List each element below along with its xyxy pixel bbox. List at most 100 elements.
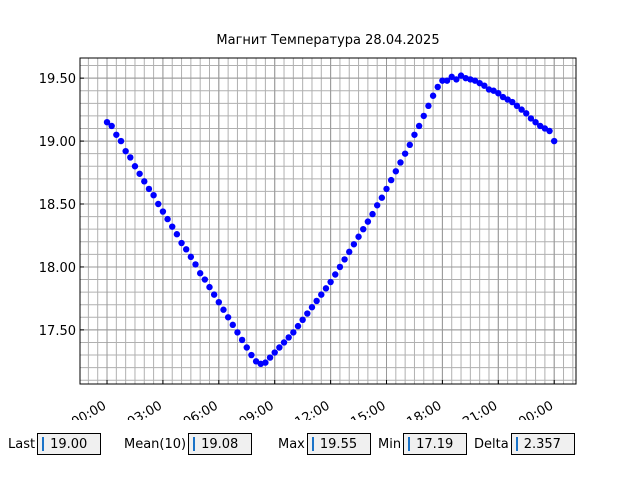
point — [378, 194, 386, 201]
point — [373, 202, 381, 209]
chart: Магнит Температура 28.04.2025 17.50 18.00… — [39, 33, 577, 420]
point — [206, 283, 213, 291]
field-label: Min — [378, 436, 402, 452]
point — [401, 150, 409, 157]
y-tick-label: 18.50 — [39, 198, 76, 213]
field-input[interactable]: 17.19 — [403, 433, 468, 455]
x-tick-label: 18:00 — [404, 398, 444, 420]
point — [131, 163, 139, 170]
field-label: Delta — [474, 436, 509, 452]
point — [141, 178, 148, 185]
field-value: 19.08 — [201, 436, 239, 452]
point — [224, 314, 232, 321]
point — [518, 106, 525, 113]
point — [392, 168, 400, 175]
point — [383, 185, 390, 193]
point — [322, 285, 330, 292]
cursor — [515, 437, 518, 451]
point — [495, 90, 502, 97]
point — [387, 176, 395, 184]
point — [364, 218, 372, 225]
field: Delta 2.357 — [474, 432, 575, 456]
point — [187, 253, 195, 261]
cursor — [193, 437, 196, 451]
point — [192, 261, 199, 268]
field: Mean(10) 19.08 — [124, 432, 253, 456]
point — [411, 131, 418, 138]
point — [294, 322, 302, 330]
point — [304, 310, 311, 317]
x-tick-label: 06:00 — [181, 398, 221, 420]
cursor — [311, 437, 314, 451]
point — [415, 122, 423, 130]
field: Min 17.19 — [378, 432, 468, 456]
field-value: 17.19 — [416, 436, 454, 452]
point — [248, 351, 255, 359]
point — [313, 297, 320, 305]
x-tick-label: 15:00 — [349, 398, 389, 420]
point — [397, 159, 404, 166]
point — [369, 210, 376, 218]
point — [355, 233, 362, 240]
point — [276, 344, 283, 351]
point — [290, 329, 297, 336]
point — [429, 92, 437, 99]
field-label: Mean(10) — [124, 436, 187, 452]
point — [527, 115, 535, 122]
point — [243, 344, 250, 351]
point — [285, 334, 292, 341]
point — [210, 291, 218, 298]
point — [532, 118, 539, 126]
point — [420, 112, 427, 120]
point — [453, 76, 460, 83]
plot-frame — [79, 57, 577, 385]
point — [406, 141, 413, 149]
point — [360, 225, 367, 233]
point — [546, 127, 553, 135]
point — [523, 110, 530, 117]
point — [117, 137, 125, 145]
x-tick-label: 00:00 — [69, 398, 109, 420]
y-tick-label: 19.50 — [39, 72, 76, 87]
point — [443, 77, 451, 84]
point — [173, 231, 181, 238]
cursor — [408, 437, 411, 451]
point — [103, 118, 111, 126]
point — [164, 215, 171, 223]
point — [550, 137, 558, 145]
field-input[interactable]: 2.357 — [510, 433, 575, 455]
point — [150, 191, 157, 199]
point — [229, 321, 236, 329]
field-input[interactable]: 19.00 — [37, 433, 102, 455]
point — [262, 359, 269, 366]
field: Max 19.55 — [278, 432, 371, 456]
x-tick-label: 00:00 — [516, 398, 556, 420]
x-tick-label: 03:00 — [125, 398, 165, 420]
chart-title: Магнит Температура 28.04.2025 — [216, 33, 439, 48]
point — [234, 329, 241, 336]
point — [513, 102, 521, 110]
field-input[interactable]: 19.08 — [188, 433, 253, 455]
point — [434, 83, 441, 91]
point — [136, 170, 143, 177]
point — [145, 185, 153, 193]
point — [169, 223, 176, 230]
field-value: 19.00 — [50, 436, 88, 452]
point — [155, 200, 162, 208]
cursor — [42, 437, 45, 451]
x-tick-label: 09:00 — [237, 398, 277, 420]
point — [332, 271, 339, 278]
point — [299, 316, 306, 324]
field-value: 2.357 — [523, 436, 561, 452]
field-label: Last — [8, 436, 36, 452]
point — [425, 102, 432, 110]
point — [196, 270, 204, 277]
field: Last 19.00 — [8, 432, 102, 456]
field-label: Max — [278, 436, 305, 452]
point — [220, 306, 227, 313]
field-value: 19.55 — [319, 436, 358, 452]
field-input[interactable]: 19.55 — [306, 433, 371, 455]
y-tick-label: 17.50 — [39, 324, 76, 339]
point — [439, 77, 446, 84]
point — [127, 154, 134, 161]
